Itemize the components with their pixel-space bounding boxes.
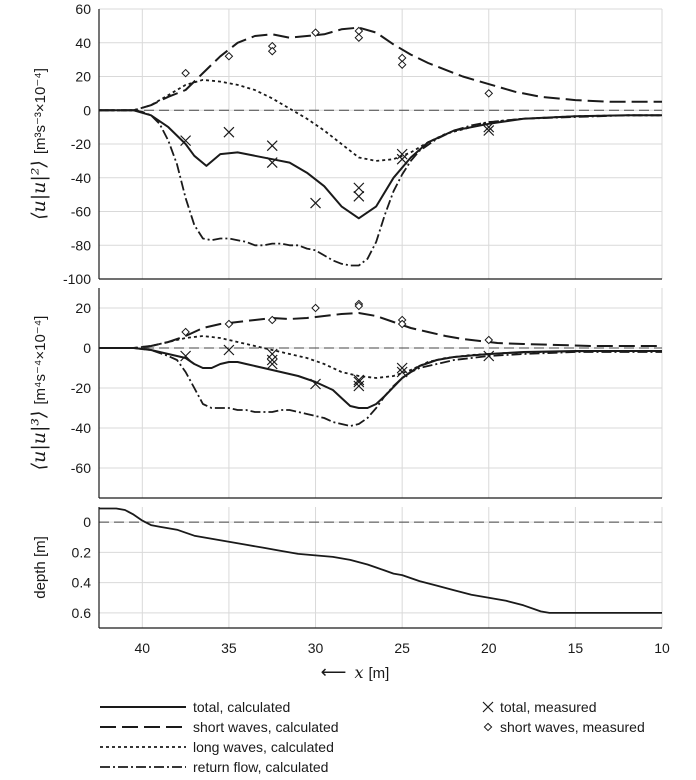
panel-top: 60 40 20 0 -20 -40 -60 -80 -100 ⟨u|u|²⟩ [m³s⁻³×10⁻… xyxy=(28,1,663,287)
y-tick-label: -20 xyxy=(71,380,91,396)
x-axis-label: ⟵ x [m] xyxy=(321,662,390,682)
y-tick-label: 0 xyxy=(83,102,91,118)
marker-short-waves-measured xyxy=(224,319,234,329)
marker-total-measured xyxy=(266,354,278,366)
marker-total-measured xyxy=(483,350,495,362)
marker-short-waves-measured xyxy=(181,68,190,78)
y-tick-label: 60 xyxy=(75,1,91,17)
marker-total-measured xyxy=(310,378,321,390)
series-short-waves-calculated xyxy=(99,26,662,112)
marker-total-measured xyxy=(483,125,495,136)
x-tick-label: 25 xyxy=(394,640,410,656)
y-tick-label: 0.6 xyxy=(72,605,92,621)
marker-total-measured xyxy=(353,182,365,194)
x-tick-label: 30 xyxy=(308,640,324,656)
series-return-flow-calculated xyxy=(99,109,662,267)
y-axis-label: ⟨u|u|³⟩ [m⁴s⁻⁴×10⁻⁴] xyxy=(28,316,50,471)
series-long-waves-calculated xyxy=(99,79,662,162)
marker-total-measured xyxy=(353,380,365,392)
marker-short-waves-measured xyxy=(267,315,277,325)
y-tick-label: 0 xyxy=(83,340,91,356)
marker-total-measured xyxy=(353,190,365,202)
legend-label: return flow, calculated xyxy=(193,759,328,775)
marker-short-waves-measured xyxy=(267,46,277,56)
y-tick-label: 20 xyxy=(75,69,91,85)
marker-total-measured xyxy=(266,358,278,370)
marker-short-waves-measured xyxy=(484,335,494,345)
marker-short-waves-measured xyxy=(224,51,234,61)
y-axis-label-units: [m³s⁻³×10⁻⁴] xyxy=(32,68,49,154)
series-short-waves-calculated xyxy=(99,312,662,349)
marker-total-measured xyxy=(266,140,278,152)
y-tick-label: -40 xyxy=(71,170,91,186)
legend-label: total, calculated xyxy=(193,699,290,715)
marker-total-measured xyxy=(396,148,408,160)
y-axis-label-symbol: ⟨u|u|³⟩ xyxy=(28,411,50,471)
y-tick-label: 0 xyxy=(83,514,91,530)
marker-total-measured xyxy=(396,362,408,374)
y-tick-label: -40 xyxy=(71,420,91,436)
y-tick-label: 0.4 xyxy=(72,575,92,591)
series-return-flow-calculated xyxy=(99,347,662,427)
y-axis-label: ⟨u|u|²⟩ [m³s⁻³×10⁻⁴] xyxy=(28,68,50,220)
marker-short-waves-measured xyxy=(354,301,364,311)
series-long-waves-calculated xyxy=(99,335,662,379)
y-axis-label-symbol: ⟨u|u|²⟩ xyxy=(28,160,50,220)
y-axis-label: depth [m] xyxy=(32,536,49,599)
marker-total-measured xyxy=(180,135,192,147)
marker-total-measured xyxy=(223,126,235,138)
panel-bottom: 0 0.2 0.4 0.6 depth [m] 40 35 30 25 20 15 10 ⟵ x [m] xyxy=(32,507,670,682)
marker-short-waves-measured xyxy=(397,319,407,329)
marker-total-measured xyxy=(223,344,235,356)
x-axis-arrow: ⟵ xyxy=(321,662,347,682)
legend-marker-diamond xyxy=(483,722,493,732)
x-tick-label: 40 xyxy=(135,640,151,656)
x-tick-label: 20 xyxy=(481,640,497,656)
marker-short-waves-measured xyxy=(311,303,320,313)
legend-label: long waves, calculated xyxy=(193,739,334,755)
legend-label: total, measured xyxy=(500,699,597,715)
marker-total-measured xyxy=(483,121,495,133)
chart-panels: 60 40 20 0 -20 -40 -60 -80 -100 ⟨u|u|²⟩ [m³s⁻³×10⁻… xyxy=(28,1,670,682)
x-tick-label: 35 xyxy=(221,640,237,656)
y-tick-label: 0.2 xyxy=(72,544,92,560)
y-tick-label: -60 xyxy=(71,460,91,476)
y-tick-label: 40 xyxy=(75,35,91,51)
marker-short-waves-measured xyxy=(484,89,494,98)
series-depth xyxy=(99,507,662,614)
y-tick-label: -20 xyxy=(71,136,91,152)
marker-total-measured xyxy=(396,153,408,165)
y-tick-label: -100 xyxy=(63,271,91,287)
x-tick-label: 10 xyxy=(654,640,670,656)
marker-total-measured xyxy=(266,157,278,168)
y-tick-label: 20 xyxy=(75,300,91,316)
legend-label: short waves, measured xyxy=(500,719,645,735)
marker-short-waves-measured xyxy=(181,327,190,337)
legend: total, calculated short waves, calculated… xyxy=(100,699,645,775)
marker-total-measured xyxy=(396,366,408,378)
legend-marker-x xyxy=(482,701,494,713)
panel-middle: 20 0 -20 -40 -60 ⟨u|u|³⟩ [m⁴s⁻⁴×10⁻⁴] xyxy=(28,288,663,499)
y-tick-label: -60 xyxy=(71,204,91,220)
marker-short-waves-measured xyxy=(311,28,320,37)
y-axis-label-units: [m⁴s⁻⁴×10⁻⁴] xyxy=(32,316,49,405)
y-tick-label: -80 xyxy=(71,237,91,253)
marker-short-waves-measured xyxy=(354,33,364,42)
marker-total-measured xyxy=(353,376,365,388)
x-tick-label: 15 xyxy=(568,640,584,656)
series-total-calculated xyxy=(99,109,662,220)
x-axis-variable: x xyxy=(354,663,363,682)
marker-total-measured xyxy=(310,197,321,209)
marker-short-waves-measured xyxy=(397,60,407,69)
x-axis-unit: [m] xyxy=(369,665,390,682)
marker-total-measured xyxy=(180,350,192,362)
legend-label: short waves, calculated xyxy=(193,719,339,735)
